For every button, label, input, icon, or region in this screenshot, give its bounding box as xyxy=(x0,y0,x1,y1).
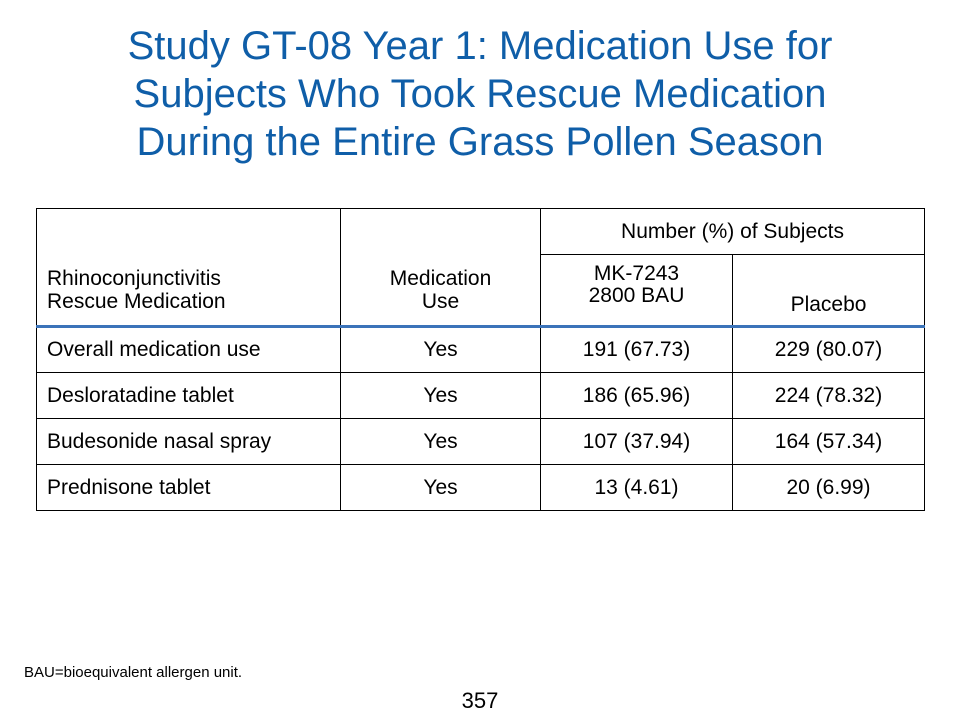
cell-medication: Desloratadine tablet xyxy=(36,372,341,419)
cell-placebo: 20 (6.99) xyxy=(731,464,926,511)
header-mk7243-line-1: MK-7243 xyxy=(593,262,680,285)
slide-title: Study GT-08 Year 1: Medication Use for S… xyxy=(20,22,940,166)
header-rescue-medication-line-1: Rhinoconjunctivitis xyxy=(47,267,221,290)
cell-use: Yes xyxy=(340,418,541,465)
cell-use: Yes xyxy=(340,464,541,511)
cell-mk7243: 186 (65.96) xyxy=(540,372,733,419)
medication-use-table: Rhinoconjunctivitis Rescue Medication Me… xyxy=(36,208,926,511)
title-line-1: Study GT-08 Year 1: Medication Use for xyxy=(127,24,833,68)
cell-mk7243: 13 (4.61) xyxy=(540,464,733,511)
cell-medication: Overall medication use xyxy=(36,326,341,373)
title-line-3: During the Entire Grass Pollen Season xyxy=(136,120,824,164)
title-line-2: Subjects Who Took Rescue Medication xyxy=(133,72,827,116)
table-row: Overall medication use Yes 191 (67.73) 2… xyxy=(36,326,926,373)
cell-medication: Prednisone tablet xyxy=(36,464,341,511)
cell-mk7243: 107 (37.94) xyxy=(540,418,733,465)
header-mk7243: MK-7243 2800 BAU xyxy=(540,254,733,328)
header-medication-use: Medication Use xyxy=(340,208,541,328)
table-row: Budesonide nasal spray Yes 107 (37.94) 1… xyxy=(36,418,926,465)
table-row: Desloratadine tablet Yes 186 (65.96) 224… xyxy=(36,372,926,419)
header-medication-use-line-1: Medication xyxy=(389,267,492,290)
cell-placebo: 164 (57.34) xyxy=(731,418,926,465)
header-medication-use-line-2: Use xyxy=(421,290,460,313)
header-placebo: Placebo xyxy=(731,254,926,328)
cell-mk7243: 191 (67.73) xyxy=(540,326,733,373)
header-row-2: MK-7243 2800 BAU Placebo xyxy=(37,254,926,328)
table-header: Rhinoconjunctivitis Rescue Medication Me… xyxy=(36,208,926,328)
table-body: Overall medication use Yes 191 (67.73) 2… xyxy=(36,326,926,511)
cell-use: Yes xyxy=(340,326,541,373)
page-number: 357 xyxy=(461,688,499,713)
cell-medication: Budesonide nasal spray xyxy=(36,418,341,465)
header-row-1: Rhinoconjunctivitis Rescue Medication Me… xyxy=(36,208,926,328)
footnote: BAU=bioequivalent allergen unit. xyxy=(24,664,243,681)
header-rescue-medication: Rhinoconjunctivitis Rescue Medication xyxy=(36,208,341,328)
table-row: Prednisone tablet Yes 13 (4.61) 20 (6.99… xyxy=(36,464,926,511)
cell-placebo: 224 (78.32) xyxy=(731,372,926,419)
cell-placebo: 229 (80.07) xyxy=(731,326,926,373)
header-mk7243-line-2: 2800 BAU xyxy=(588,284,685,307)
cell-use: Yes xyxy=(340,372,541,419)
header-rescue-medication-line-2: Rescue Medication xyxy=(47,290,226,313)
header-number-of-subjects: Number (%) of Subjects xyxy=(539,208,926,255)
